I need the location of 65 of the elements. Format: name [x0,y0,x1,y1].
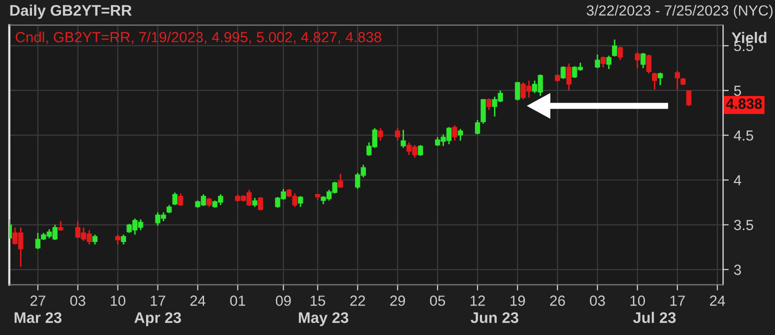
text: 4.838 [726,98,762,109]
y-tick-label: 4.5 [734,130,754,141]
chart-subtitle: 3/22/2023 - 7/25/2023 (NYC) [586,4,773,19]
candlestick [566,62,572,92]
x-tick-label: 12 [470,296,485,306]
candlestick [258,196,264,212]
candlestick [298,195,304,208]
x2-tick-label: Apr 23 [134,312,181,326]
x-tick-label: 27 [30,296,46,306]
y-tick-label: 4 [734,175,742,186]
candlestick [560,66,566,80]
x2-tick-label: Jul 23 [633,312,676,324]
candlestick [640,52,646,69]
y-tick-label: 3 [734,264,741,275]
candlestick [172,192,178,206]
candlestick [458,128,463,142]
candlestick [178,192,184,207]
candlestick [486,98,492,111]
candlestick [618,46,623,61]
x2-tick-label: Jun 23 [470,312,518,324]
x-tick-label: 19 [510,296,525,306]
x-tick-label: 24 [710,296,726,306]
x-tick-label: 10 [110,296,126,306]
candlestick [600,56,606,68]
x-tick-label: 22 [350,296,365,306]
candlestick [514,82,520,102]
y-tick-label: 5 [734,86,741,96]
candlestick [338,173,344,189]
x-tick-label: 24 [190,296,206,306]
y-axis-title: Yield [732,32,766,44]
candlestick [452,124,458,142]
x-tick-label: 15 [310,296,326,306]
candlestick [646,54,652,74]
x-tick-label: 05 [430,296,446,306]
chart-title: Daily GB2YT=RR [10,4,132,19]
x-tick-label: 26 [550,296,565,306]
candlestick [652,72,658,90]
candlestick [400,129,406,148]
x2-tick-label: Mar 23 [14,312,62,324]
x-tick-label: 17 [150,296,166,306]
x2-tick-label: May 23 [298,312,348,326]
x-tick-label: 01 [230,296,246,306]
candlestick [674,70,680,90]
candlestick [480,98,486,124]
candlestick [594,54,600,69]
x-tick-label: 09 [276,296,291,306]
x-tick-label: 17 [670,296,685,306]
x-tick-label: 10 [630,296,645,306]
candlestick [658,72,663,86]
candlestick [606,54,612,70]
candlestick [120,234,126,246]
candlestick [474,119,480,136]
y-tick-label: 3.5 [734,220,754,230]
candlestick [115,234,120,246]
candlestick [612,38,618,58]
candlestick [686,90,692,107]
x-tick-label: 03 [590,296,605,306]
annotation: Cndl, GB2YT=RR, 7/19/2023, 4.995, 5.002, 4.827, 4.838 [16,32,382,44]
x-tick-label: 29 [390,296,406,306]
candlestick [418,144,423,157]
candlestick [92,234,98,246]
x-tick-label: 03 [70,296,86,306]
candlestick [378,127,384,142]
candlestick [634,51,640,69]
candlestick [395,127,400,142]
